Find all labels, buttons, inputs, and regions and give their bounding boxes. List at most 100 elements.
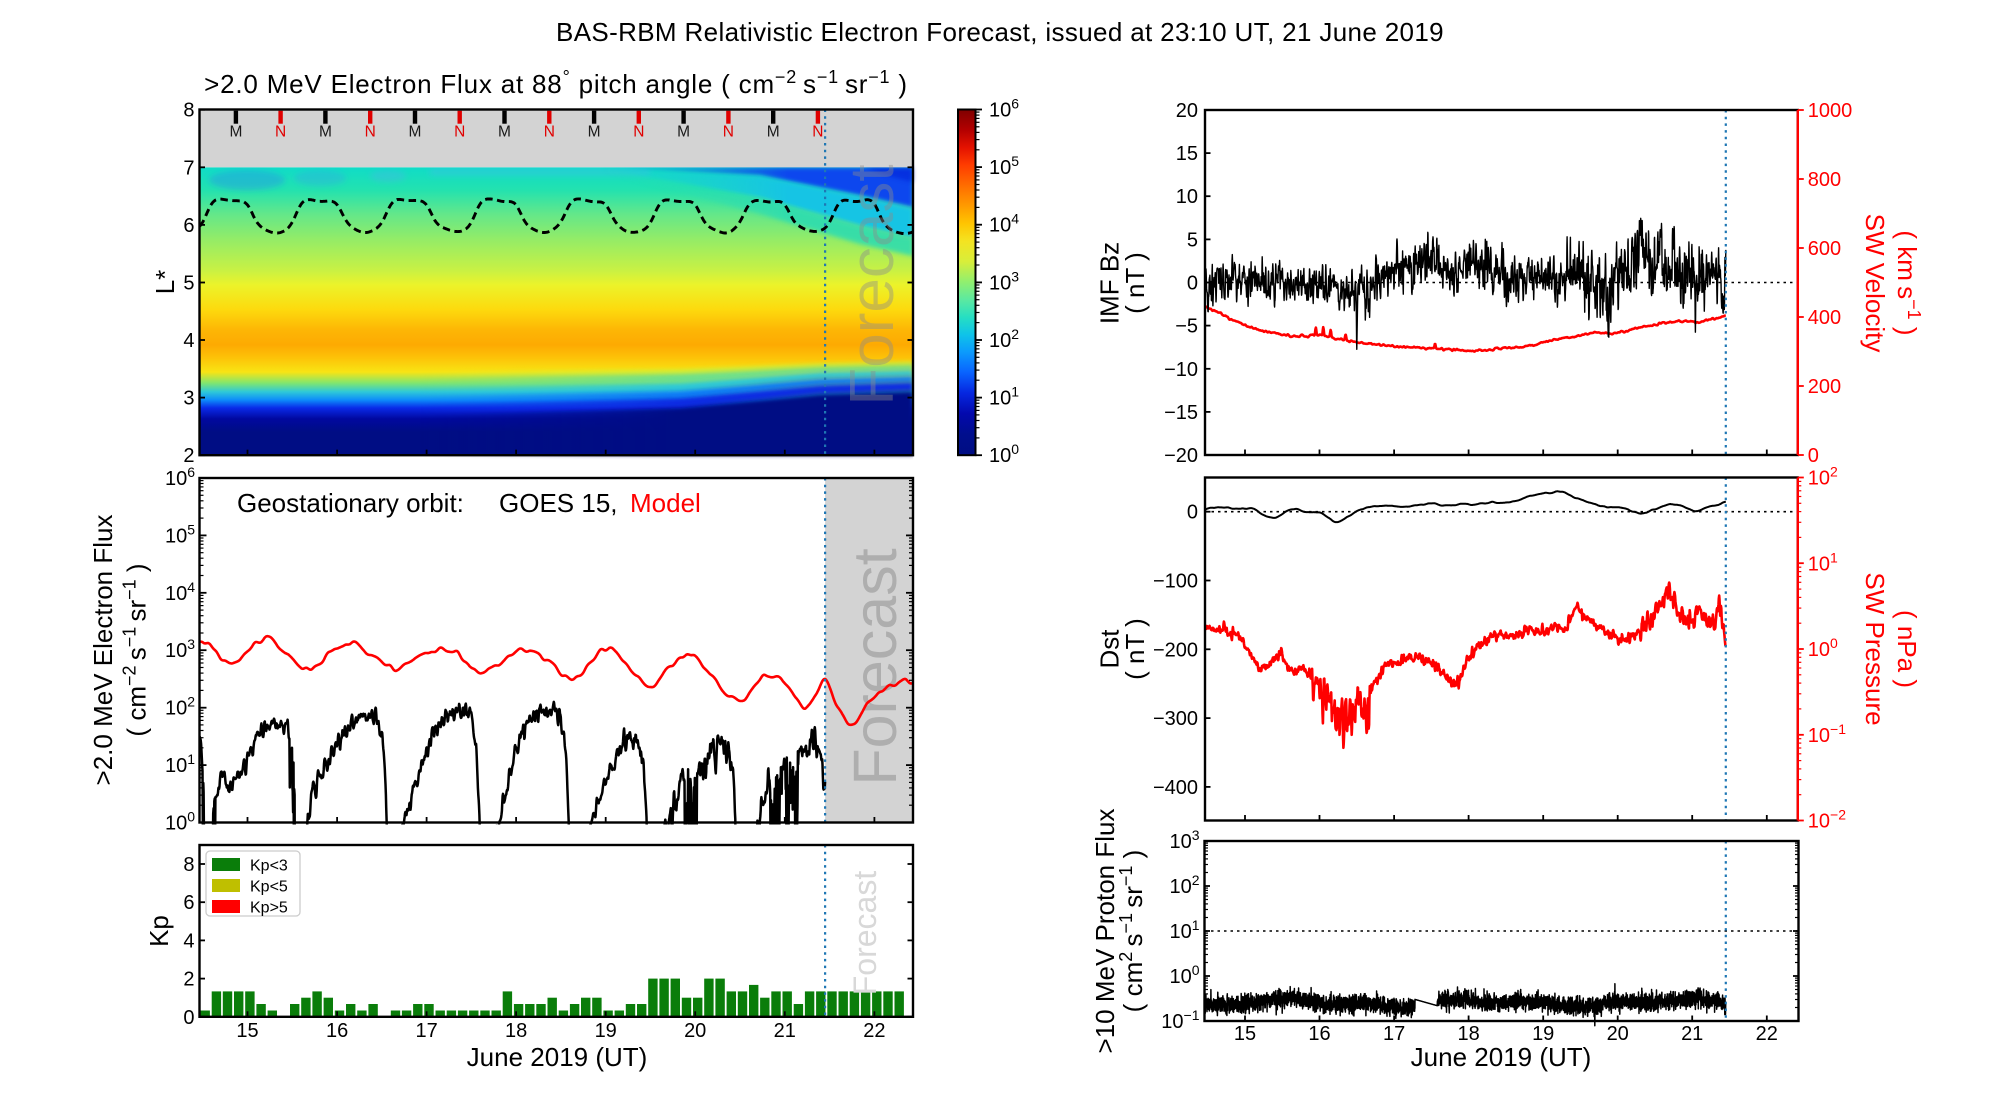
- svg-text:102​: 102​: [989, 326, 1019, 352]
- svg-text:102​: 102​: [165, 694, 195, 720]
- svg-text:N: N: [544, 124, 555, 141]
- svg-text:400: 400: [1808, 307, 1841, 329]
- svg-text:600: 600: [1808, 238, 1841, 260]
- svg-text:−100: −100: [1153, 571, 1198, 593]
- svg-text:100​: 100​: [989, 441, 1019, 467]
- svg-text:Kp<5: Kp<5: [250, 879, 288, 896]
- svg-text:10: 10: [1176, 186, 1198, 208]
- svg-text:( nPa ): ( nPa ): [1892, 610, 1922, 688]
- svg-text:M: M: [229, 124, 242, 141]
- svg-text:>2.0 MeV Electron Flux: >2.0 MeV Electron Flux: [88, 515, 118, 786]
- svg-text:4: 4: [183, 330, 194, 352]
- svg-text:N: N: [275, 124, 286, 141]
- svg-text:106​: 106​: [989, 96, 1019, 122]
- svg-text:21: 21: [1681, 1023, 1703, 1045]
- svg-text:103​: 103​: [1169, 827, 1199, 853]
- svg-text:15: 15: [1176, 143, 1198, 165]
- svg-text:5: 5: [1187, 229, 1198, 251]
- svg-text:Dst: Dst: [1095, 629, 1125, 669]
- svg-text:0: 0: [1808, 445, 1819, 467]
- svg-text:N: N: [812, 124, 823, 141]
- svg-text:8: 8: [183, 854, 194, 876]
- svg-text:−15: −15: [1164, 402, 1198, 424]
- svg-text:−300: −300: [1153, 708, 1198, 730]
- svg-text:N: N: [454, 124, 465, 141]
- svg-text:N: N: [723, 124, 734, 141]
- svg-text:100​: 100​: [1808, 635, 1838, 661]
- svg-text:15: 15: [1234, 1023, 1256, 1045]
- svg-text:5: 5: [183, 273, 194, 295]
- svg-text:103​: 103​: [989, 268, 1019, 294]
- svg-text:M: M: [677, 124, 690, 141]
- svg-text:105​: 105​: [989, 153, 1019, 179]
- svg-text:1000: 1000: [1808, 100, 1853, 122]
- svg-text:Kp>5: Kp>5: [250, 900, 288, 917]
- svg-text:20: 20: [1607, 1023, 1629, 1045]
- svg-text:−400: −400: [1153, 777, 1198, 799]
- svg-text:104​: 104​: [989, 211, 1019, 237]
- svg-text:800: 800: [1808, 169, 1841, 191]
- svg-text:8: 8: [183, 100, 194, 122]
- svg-text:Kp<3: Kp<3: [250, 858, 288, 875]
- svg-text:7: 7: [183, 157, 194, 179]
- svg-text:17: 17: [1383, 1023, 1405, 1045]
- svg-text:4: 4: [183, 930, 194, 952]
- svg-text:19: 19: [1532, 1023, 1554, 1045]
- svg-text:Forecast: Forecast: [847, 871, 883, 996]
- svg-text:6: 6: [183, 892, 194, 914]
- svg-text:100​: 100​: [165, 809, 195, 835]
- svg-text:IMF Bz: IMF Bz: [1095, 242, 1125, 324]
- svg-text:Forecast: Forecast: [841, 548, 909, 785]
- svg-text:M: M: [319, 124, 332, 141]
- svg-text:−200: −200: [1153, 639, 1198, 661]
- svg-text:104​: 104​: [165, 579, 195, 605]
- svg-text:102​: 102​: [1169, 872, 1199, 898]
- svg-text:101​: 101​: [165, 751, 195, 777]
- svg-text:200: 200: [1808, 376, 1841, 398]
- svg-text:15: 15: [236, 1020, 258, 1042]
- svg-text:18: 18: [1457, 1023, 1479, 1045]
- svg-text:10−2​: 10−2​: [1808, 807, 1846, 833]
- svg-text:0: 0: [183, 1007, 194, 1029]
- svg-text:( nT ): ( nT ): [1120, 618, 1150, 680]
- svg-text:( cm−2​ s−1​ sr−1​ ): ( cm−2​ s−1​ sr−1​ ): [120, 563, 152, 736]
- svg-text:M: M: [409, 124, 422, 141]
- svg-text:22: 22: [1756, 1023, 1778, 1045]
- svg-text:>10 MeV Proton Flux: >10 MeV Proton Flux: [1090, 809, 1120, 1054]
- svg-text:Geostationary orbit:: Geostationary orbit:: [237, 488, 464, 518]
- svg-text:SW Pressure: SW Pressure: [1860, 572, 1890, 725]
- svg-text:−10: −10: [1164, 359, 1198, 381]
- svg-text:19: 19: [595, 1020, 617, 1042]
- svg-text:22: 22: [863, 1020, 885, 1042]
- svg-text:16: 16: [326, 1020, 348, 1042]
- svg-text:−5: −5: [1175, 316, 1198, 338]
- svg-text:10−1​: 10−1​: [1808, 721, 1846, 747]
- svg-text:102​: 102​: [1808, 464, 1838, 490]
- svg-text:M: M: [498, 124, 511, 141]
- svg-text:SW Velocity: SW Velocity: [1860, 214, 1890, 353]
- svg-text:Model: Model: [630, 488, 701, 518]
- svg-text:105​: 105​: [165, 521, 195, 547]
- svg-text:−20: −20: [1164, 445, 1198, 467]
- svg-text:103​: 103​: [165, 636, 195, 662]
- svg-text:June 2019 (UT): June 2019 (UT): [1411, 1042, 1592, 1072]
- svg-text:16: 16: [1308, 1023, 1330, 1045]
- svg-text:Kp: Kp: [144, 915, 174, 947]
- svg-text:BAS-RBM Relativistic Electron: BAS-RBM Relativistic Electron Forecast, …: [556, 17, 1444, 47]
- svg-text:6: 6: [183, 215, 194, 237]
- svg-text:M: M: [767, 124, 780, 141]
- svg-text:June 2019 (UT): June 2019 (UT): [467, 1042, 648, 1072]
- svg-text:N: N: [365, 124, 376, 141]
- svg-text:( cm2​ s−1​ sr−1​ ): ( cm2​ s−1​ sr−1​ ): [1116, 850, 1148, 1013]
- svg-text:L*: L*: [150, 270, 180, 295]
- svg-text:0: 0: [1187, 502, 1198, 524]
- svg-text:( nT ): ( nT ): [1120, 252, 1150, 314]
- svg-text:20: 20: [1176, 100, 1198, 122]
- svg-text:100​: 100​: [1169, 962, 1199, 988]
- svg-text:18: 18: [505, 1020, 527, 1042]
- svg-text:>2.0 MeV Electron Flux at 88°​: >2.0 MeV Electron Flux at 88°​ pitch ang…: [204, 67, 908, 99]
- svg-text:Forecast: Forecast: [838, 164, 907, 405]
- svg-text:10−1​: 10−1​: [1161, 1007, 1199, 1033]
- svg-text:3: 3: [183, 388, 194, 410]
- svg-text:0: 0: [1187, 273, 1198, 295]
